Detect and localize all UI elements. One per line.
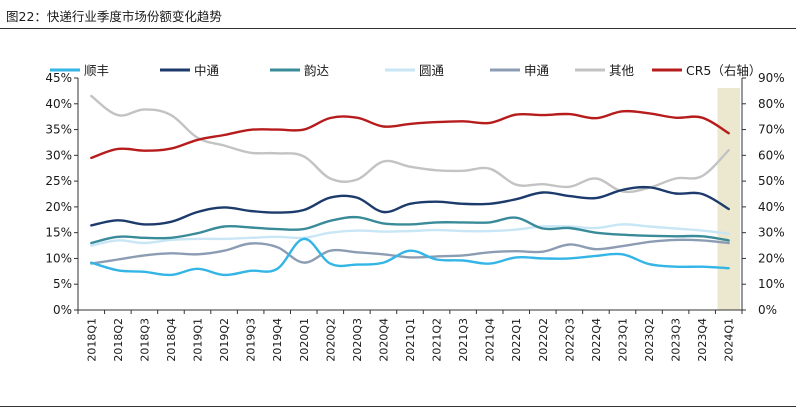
x-tick-label: 2020Q4 — [377, 318, 390, 362]
left-tick-label: 10% — [45, 251, 72, 265]
x-tick-label: 2019Q1 — [192, 318, 205, 362]
right-tick-label: 0% — [758, 303, 777, 317]
x-tick-label: 2019Q3 — [245, 318, 258, 362]
right-tick-label: 80% — [758, 97, 785, 111]
legend-label-6: CR5（右轴） — [686, 63, 761, 78]
series-layer — [90, 94, 730, 277]
x-tick-label: 2024Q1 — [723, 318, 736, 362]
figure-title: 图22：快递行业季度市场份额变化趋势 — [6, 9, 222, 24]
series-line-2 — [90, 215, 730, 245]
right-tick-label: 60% — [758, 148, 785, 162]
x-tick-label: 2021Q1 — [404, 318, 417, 362]
right-tick-label: 70% — [758, 123, 785, 137]
legend-label-1: 中通 — [194, 63, 220, 78]
x-tick-label: 2021Q3 — [457, 318, 470, 362]
right-tick-label: 90% — [758, 71, 785, 85]
x-tick-label: 2023Q4 — [696, 318, 709, 362]
x-tick-label: 2023Q1 — [616, 318, 629, 362]
highlight-band — [717, 88, 740, 310]
right-tick-label: 40% — [758, 200, 785, 214]
x-tick-label: 2023Q3 — [670, 318, 683, 362]
left-tick-label: 30% — [45, 148, 72, 162]
highlight-layer — [717, 88, 740, 310]
series-line-5 — [90, 94, 730, 194]
left-tick-label: 35% — [45, 123, 72, 137]
left-tick-label: 40% — [45, 97, 72, 111]
legend-label-3: 圆通 — [419, 63, 445, 78]
axes-layer: 0% 5% 10% 15% 20% 25% 30% 35% 40% 45% 0% 10% 20% 30% 4… — [45, 71, 784, 362]
x-tick-label: 2020Q1 — [298, 318, 311, 362]
x-tick-label: 2022Q1 — [510, 318, 523, 362]
x-tick-label: 2022Q2 — [537, 318, 550, 362]
legend: 顺丰 中通 韵达 圆通 申通 其他 CR5（右轴） — [50, 63, 761, 78]
x-tick-label: 2020Q2 — [324, 318, 337, 362]
right-tick-label: 20% — [758, 251, 785, 265]
left-tick-label: 0% — [53, 303, 72, 317]
left-tick-label: 5% — [53, 277, 72, 291]
legend-label-5: 其他 — [609, 63, 635, 78]
x-tick-label: 2018Q1 — [85, 318, 98, 362]
series-line-4 — [90, 238, 730, 265]
legend-label-2: 韵达 — [304, 63, 330, 78]
x-tick-label: 2018Q3 — [138, 318, 151, 362]
left-tick-label: 15% — [45, 226, 72, 240]
x-tick-label: 2019Q4 — [271, 318, 284, 362]
series-line-1 — [90, 185, 730, 227]
x-tick-label: 2021Q4 — [484, 318, 497, 362]
right-tick-label: 50% — [758, 174, 785, 188]
top-rule — [0, 28, 796, 29]
x-tick-label: 2018Q4 — [165, 318, 178, 362]
series-line-6 — [90, 109, 730, 160]
x-tick-label: 2020Q3 — [351, 318, 364, 362]
left-tick-label: 20% — [45, 200, 72, 214]
legend-label-0: 顺丰 — [84, 63, 109, 78]
bottom-rule — [0, 406, 796, 407]
x-tick-label: 2021Q2 — [431, 318, 444, 362]
x-tick-label: 2022Q3 — [563, 318, 576, 362]
left-tick-label: 25% — [45, 174, 72, 188]
right-tick-label: 30% — [758, 226, 785, 240]
left-tick-label: 45% — [45, 71, 72, 85]
right-tick-label: 10% — [758, 277, 785, 291]
x-tick-label: 2018Q2 — [112, 318, 125, 362]
legend-label-4: 申通 — [524, 63, 550, 78]
x-tick-label: 2019Q2 — [218, 318, 231, 362]
x-tick-label: 2023Q2 — [643, 318, 656, 362]
series-line-3 — [90, 223, 730, 247]
series-line-0 — [90, 237, 730, 277]
x-tick-label: 2022Q4 — [590, 318, 603, 362]
